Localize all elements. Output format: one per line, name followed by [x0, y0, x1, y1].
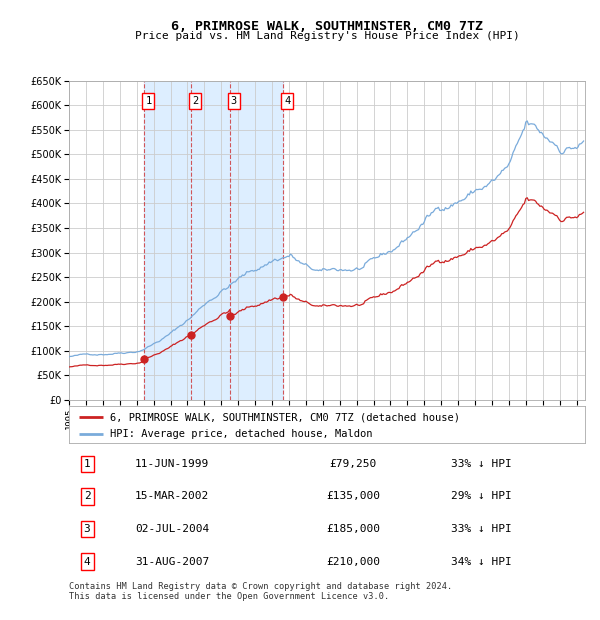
Text: 6, PRIMROSE WALK, SOUTHMINSTER, CM0 7TZ: 6, PRIMROSE WALK, SOUTHMINSTER, CM0 7TZ: [171, 20, 483, 33]
Text: 4: 4: [284, 96, 290, 107]
Text: HPI: Average price, detached house, Maldon: HPI: Average price, detached house, Mald…: [110, 429, 373, 439]
Text: 15-MAR-2002: 15-MAR-2002: [135, 492, 209, 502]
Bar: [191, 81, 230, 400]
Text: £135,000: £135,000: [326, 492, 380, 502]
Text: £79,250: £79,250: [329, 459, 376, 469]
Text: 3: 3: [83, 524, 91, 534]
Text: Contains HM Land Registry data © Crown copyright and database right 2024.: Contains HM Land Registry data © Crown c…: [69, 582, 452, 591]
Text: 33% ↓ HPI: 33% ↓ HPI: [451, 459, 512, 469]
Text: 1: 1: [145, 96, 151, 107]
Text: Price paid vs. HM Land Registry's House Price Index (HPI): Price paid vs. HM Land Registry's House …: [134, 31, 520, 41]
Text: 11-JUN-1999: 11-JUN-1999: [135, 459, 209, 469]
Text: 4: 4: [83, 557, 91, 567]
Text: 34% ↓ HPI: 34% ↓ HPI: [451, 557, 512, 567]
Text: 31-AUG-2007: 31-AUG-2007: [135, 557, 209, 567]
Text: £185,000: £185,000: [326, 524, 380, 534]
Text: £210,000: £210,000: [326, 557, 380, 567]
Text: 2: 2: [192, 96, 198, 107]
Bar: [230, 81, 283, 400]
Text: 1: 1: [83, 459, 91, 469]
Text: 3: 3: [231, 96, 237, 107]
Text: 02-JUL-2004: 02-JUL-2004: [135, 524, 209, 534]
Bar: [144, 81, 191, 400]
Text: 2: 2: [83, 492, 91, 502]
Text: 29% ↓ HPI: 29% ↓ HPI: [451, 492, 512, 502]
Text: 33% ↓ HPI: 33% ↓ HPI: [451, 524, 512, 534]
Text: This data is licensed under the Open Government Licence v3.0.: This data is licensed under the Open Gov…: [69, 592, 389, 601]
Text: 6, PRIMROSE WALK, SOUTHMINSTER, CM0 7TZ (detached house): 6, PRIMROSE WALK, SOUTHMINSTER, CM0 7TZ …: [110, 412, 460, 422]
